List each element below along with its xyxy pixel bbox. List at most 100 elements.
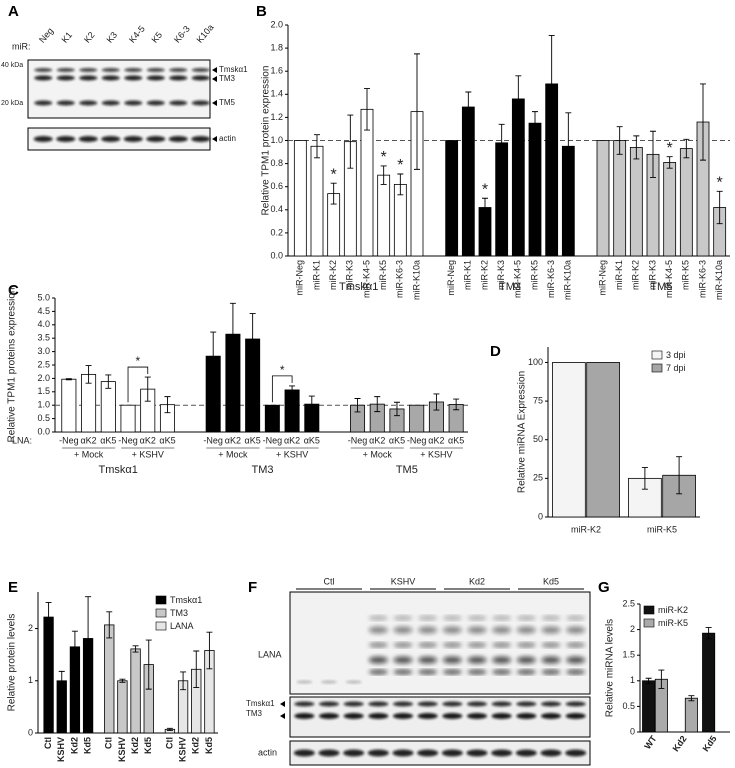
bar [552, 362, 586, 518]
blot-band [343, 713, 364, 719]
y-tick-label: 0.8 [270, 158, 283, 168]
error-bar [393, 401, 400, 417]
blot-band [345, 680, 362, 684]
blot-band [392, 749, 414, 757]
bar [377, 174, 391, 257]
x-tick-label: αK2 [80, 435, 96, 445]
x-tick-label: αK5 [100, 435, 116, 445]
lane-label: K1 [59, 30, 74, 45]
blot-band [442, 656, 462, 664]
x-tick-label: -Neg [118, 435, 138, 445]
bar [264, 404, 280, 433]
error-bar [676, 456, 683, 495]
x-tick-label: miR-K1 [614, 260, 624, 290]
subgroup-label: + KSHV [420, 449, 452, 459]
blot-band [393, 643, 413, 647]
blot-band [566, 616, 586, 620]
x-tick-label: αK5 [304, 435, 320, 445]
blot-band [418, 643, 438, 647]
blot-band [101, 68, 120, 72]
blot-band [541, 713, 561, 719]
label-arrow [212, 136, 217, 142]
group-label: KSHV [391, 576, 416, 586]
y-tick-label: 2 [630, 624, 635, 634]
blot-band [516, 626, 536, 634]
blot-band [124, 75, 143, 81]
x-tick-label: miR-K1 [463, 260, 473, 290]
blot-band [491, 701, 512, 707]
x-tick-label: miR-K2 [571, 524, 601, 534]
legend-label: Tmskα1 [170, 595, 202, 605]
row-label: LANA [258, 649, 282, 659]
x-tick-label: miR-K3 [345, 260, 355, 290]
error-bar [482, 197, 488, 218]
blot-band [368, 656, 388, 664]
x-tick-label: WT [642, 733, 659, 751]
subgroup-label: + Mock [218, 449, 248, 459]
blot-band [541, 656, 561, 664]
x-tick-label: Kd2 [671, 734, 689, 754]
group-label: Kd5 [543, 576, 559, 586]
blot-band [343, 701, 364, 707]
bar [293, 140, 307, 257]
x-tick-label: -Neg [348, 435, 368, 445]
significance-bracket [271, 375, 293, 403]
significance-star: * [717, 175, 723, 192]
bar [310, 145, 324, 257]
subgroup-label: + Mock [74, 449, 104, 459]
y-tick-label: 2.0 [270, 19, 283, 29]
error-bar [119, 678, 126, 683]
group-label: TM3 [252, 464, 274, 476]
x-tick-label: miR-K5 [378, 260, 388, 290]
blot-band [293, 749, 315, 757]
error-bar [206, 631, 213, 670]
blot-band [467, 626, 487, 634]
error-bar [374, 396, 381, 413]
blot-band [319, 701, 339, 707]
blot-band [34, 68, 53, 72]
error-bar [347, 114, 354, 169]
x-tick-label: αK5 [159, 435, 175, 445]
bar [61, 378, 77, 433]
blot-band [146, 75, 165, 81]
blot-band [56, 136, 76, 142]
panel-letter: E [8, 579, 18, 596]
blot-band [540, 749, 562, 757]
bar [629, 147, 643, 257]
error-bar [465, 91, 472, 123]
error-bar [85, 365, 92, 384]
blot-band [466, 749, 488, 757]
y-tick-label: 2.5 [622, 598, 635, 608]
x-tick-label: Kd5 [701, 734, 719, 754]
band-label: TM5 [219, 98, 236, 107]
x-tick-label: miR-K6-3 [546, 260, 556, 298]
blot-band [566, 670, 586, 674]
blot-band [146, 68, 165, 72]
bar [120, 404, 136, 433]
blot-band [191, 100, 210, 106]
error-bar [180, 671, 187, 691]
x-tick-label: KSHV [117, 737, 127, 762]
error-bar [548, 34, 555, 133]
blot-band [442, 713, 463, 719]
bar [360, 108, 374, 257]
blot-band [541, 626, 561, 634]
error-bar [532, 111, 538, 136]
blot-band [491, 749, 513, 757]
bar [104, 624, 115, 734]
error-bar [633, 135, 640, 160]
significance-star: * [381, 149, 387, 166]
lane-label: K3 [104, 30, 119, 45]
y-tick-label: 100 [528, 357, 543, 367]
error-bar [106, 611, 113, 639]
legend-label: LANA [170, 621, 194, 631]
legend-swatch [155, 608, 167, 618]
x-tick-label: miR-K1 [311, 260, 321, 290]
x-tick-label: αK2 [369, 435, 385, 445]
significance-star: * [482, 181, 488, 198]
bar [511, 98, 525, 257]
blot-band [56, 68, 75, 72]
bar [702, 632, 716, 733]
significance-star: * [397, 157, 403, 174]
error-bar [145, 639, 152, 690]
